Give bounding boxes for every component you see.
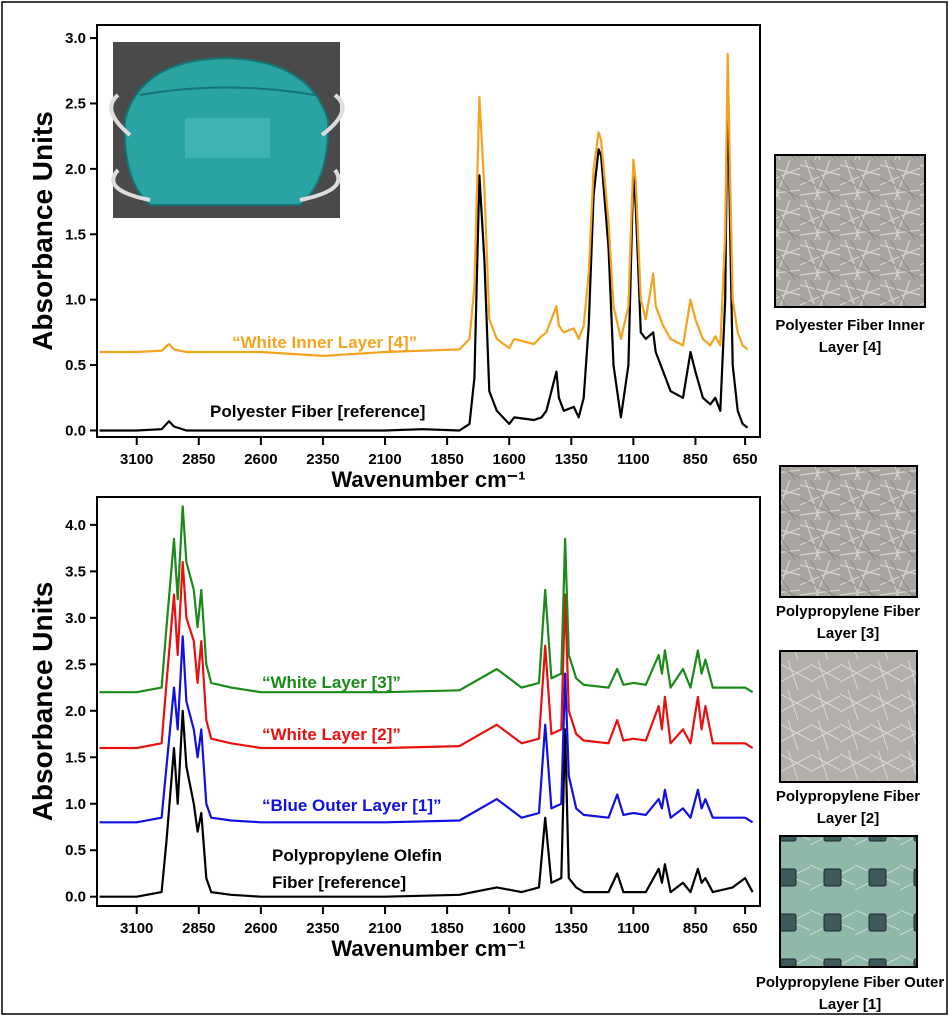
x-tick-label: 850	[683, 451, 708, 468]
y-tick-label: 2.5	[65, 656, 86, 673]
x-tick-label: 1600	[493, 451, 526, 468]
image-caption: Polypropylene Fiber Layer [3]	[775, 603, 921, 642]
series-label: Polypropylene Olefin Fiber [reference]	[272, 846, 443, 892]
fiber-photo	[779, 650, 918, 783]
spectrum-line	[99, 505, 754, 694]
image-caption: Polyester Fiber Inner Layer [4]	[775, 317, 925, 356]
x-tick-label: 2600	[244, 451, 277, 468]
spectrum-line	[99, 76, 749, 432]
y-tick-label: 2.0	[65, 161, 86, 178]
plot-frame	[96, 24, 761, 438]
y-tick-label: 3.0	[65, 30, 86, 47]
y-tick-label: 0.5	[65, 357, 86, 374]
fiber-photo	[774, 154, 926, 308]
x-axis-title: Wavenumber cm⁻¹	[331, 936, 525, 961]
spectrum-line	[99, 709, 754, 898]
y-tick-label: 3.5	[65, 563, 86, 580]
y-tick-label: 3.0	[65, 610, 86, 627]
x-tick-label: 2100	[368, 451, 401, 468]
x-tick-label: 1100	[617, 920, 650, 937]
x-tick-label: 650	[733, 920, 758, 937]
x-tick-label: 2350	[306, 920, 339, 937]
y-tick-label: 1.5	[65, 749, 86, 766]
series-label: “White Layer [3]”	[262, 673, 401, 692]
fiber-photo	[779, 465, 918, 598]
x-tick-label: 2350	[306, 451, 339, 468]
x-axis-title: Wavenumber cm⁻¹	[331, 467, 525, 492]
image-caption: Polypropylene Fiber Layer [2]	[775, 788, 921, 827]
series-label: “Blue Outer Layer [1]”	[262, 796, 442, 815]
x-tick-label: 1350	[555, 920, 588, 937]
x-tick-label: 1850	[430, 451, 463, 468]
plot-frame	[96, 496, 761, 907]
y-tick-label: 2.0	[65, 703, 86, 720]
x-tick-label: 1600	[493, 920, 526, 937]
x-tick-label: 2850	[182, 920, 215, 937]
image-caption: Polypropylene Fiber Outer Layer [1]	[755, 974, 945, 1013]
x-tick-label: 650	[733, 451, 758, 468]
series-label: “White Inner Layer [4]”	[232, 333, 418, 352]
x-tick-label: 3100	[120, 451, 153, 468]
spectrum-line	[99, 561, 754, 750]
y-tick-label: 0.5	[65, 842, 86, 859]
y-tick-label: 4.0	[65, 517, 86, 534]
x-tick-label: 1350	[555, 451, 588, 468]
y-tick-label: 0.0	[65, 422, 86, 439]
y-tick-label: 2.5	[65, 95, 86, 112]
x-tick-label: 1850	[430, 920, 463, 937]
spectrum-line	[99, 52, 749, 357]
y-axis-title: Absorbance Units	[27, 582, 58, 822]
mask-photo	[109, 42, 345, 218]
x-tick-label: 2600	[244, 920, 277, 937]
spectrum-line	[99, 635, 754, 824]
fiber-photo	[779, 835, 918, 968]
x-tick-label: 850	[683, 920, 708, 937]
x-tick-label: 2100	[368, 920, 401, 937]
y-tick-label: 0.0	[65, 889, 86, 906]
series-label: Polyester Fiber [reference]	[210, 402, 426, 421]
x-tick-label: 3100	[120, 920, 153, 937]
series-label: “White Layer [2]”	[262, 725, 401, 744]
y-axis-title: Absorbance Units	[27, 111, 58, 351]
y-tick-label: 1.0	[65, 292, 86, 309]
y-tick-label: 1.0	[65, 796, 86, 813]
x-tick-label: 1100	[617, 451, 650, 468]
y-tick-label: 1.5	[65, 226, 86, 243]
x-tick-label: 2850	[182, 451, 215, 468]
